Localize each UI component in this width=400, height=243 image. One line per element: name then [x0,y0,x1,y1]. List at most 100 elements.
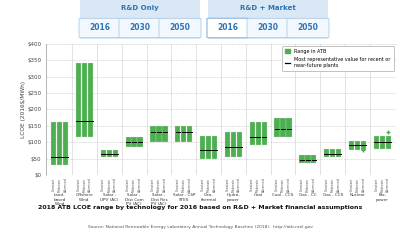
Bar [361,140,366,150]
Bar [63,122,68,165]
Text: 2016: 2016 [90,24,110,33]
Bar [274,118,280,137]
Text: Advanced: Advanced [212,178,216,192]
Text: Coal: Coal [254,193,263,197]
Bar [212,136,217,158]
FancyBboxPatch shape [247,18,289,38]
Text: Moderate: Moderate [380,178,384,192]
Text: Bio-
power: Bio- power [376,193,389,202]
Text: Moderate: Moderate [356,178,360,192]
FancyBboxPatch shape [119,18,161,38]
Bar [88,63,93,137]
Text: Advanced: Advanced [362,178,366,192]
Legend: Range in ATB, Most representative value for recent or
near-future plants: Range in ATB, Most representative value … [282,46,394,71]
Text: Solar -
UPV (AC): Solar - UPV (AC) [100,193,118,202]
Text: Constant: Constant [126,178,130,191]
Text: Solar - CSP
STES: Solar - CSP STES [172,193,195,202]
Bar [162,126,168,142]
Text: Constant: Constant [201,178,205,191]
Bar [200,136,205,158]
Text: Gas - CCS: Gas - CCS [322,193,343,197]
Bar [280,118,286,137]
Bar [374,136,379,149]
Bar [311,155,316,164]
Text: Solar -
Dist Com
PV (AC): Solar - Dist Com PV (AC) [125,193,144,206]
Bar [231,132,236,157]
Bar [82,63,87,137]
Text: Moderate: Moderate [58,178,62,192]
Bar [380,136,385,149]
Text: Advanced: Advanced [113,178,117,192]
Text: Gas - CC: Gas - CC [299,193,317,197]
Text: Constant: Constant [101,178,105,191]
Text: Moderate: Moderate [281,178,285,192]
Bar [187,126,192,142]
Bar [355,140,360,150]
Text: Constant: Constant [374,178,378,191]
Text: Land-
based
Wind: Land- based Wind [54,193,66,206]
Bar [330,149,335,157]
Text: Constant: Constant [300,178,304,191]
Bar [107,150,112,157]
Text: Nuclear: Nuclear [350,193,365,197]
Bar [156,126,162,142]
Bar [237,132,242,157]
Bar [250,122,255,145]
FancyBboxPatch shape [207,18,249,38]
Text: Moderate: Moderate [107,178,111,192]
Text: Advanced: Advanced [163,178,167,192]
Text: Constant: Constant [226,178,230,191]
Text: Moderate: Moderate [157,178,161,192]
Bar [51,122,56,165]
Y-axis label: LCOE (2016$/MWh): LCOE (2016$/MWh) [21,81,26,138]
Bar [113,150,118,157]
Text: 2030: 2030 [258,24,278,33]
Bar [150,126,156,142]
Text: Advanced: Advanced [237,178,241,192]
Text: Constant: Constant [151,178,155,191]
Bar [57,122,62,165]
FancyBboxPatch shape [79,18,121,38]
FancyBboxPatch shape [159,18,201,38]
Bar [336,149,341,157]
Bar [349,140,354,150]
Bar [80,0,200,39]
Text: Moderate: Moderate [331,178,335,192]
Bar [305,155,310,164]
Bar [101,150,106,157]
Text: Advanced: Advanced [312,178,316,192]
Text: Advanced: Advanced [188,178,192,192]
Bar [256,122,261,145]
Text: Advanced: Advanced [337,178,341,192]
Bar [386,136,391,149]
Bar [206,136,211,158]
Text: Geo-
thermal: Geo- thermal [200,193,217,202]
Text: Constant: Constant [250,178,254,191]
Bar [132,137,137,147]
Text: Moderate: Moderate [182,178,186,192]
Text: Advanced: Advanced [287,178,291,192]
Text: Moderate: Moderate [82,178,86,192]
Text: Moderate: Moderate [206,178,210,192]
Bar [286,118,292,137]
Bar [208,0,328,39]
Bar [76,63,81,137]
Text: Constant: Constant [76,178,80,191]
Bar [299,155,304,164]
Text: Moderate: Moderate [232,178,236,192]
Text: R&D + Market: R&D + Market [240,5,296,11]
Text: Moderate: Moderate [132,178,136,192]
Text: 2050: 2050 [170,24,190,33]
Bar [262,122,267,145]
Text: Constant: Constant [52,178,56,191]
Text: Constant: Constant [325,178,329,191]
Text: Advanced: Advanced [64,178,68,192]
Text: Advanced: Advanced [138,178,142,192]
Text: Advanced: Advanced [386,178,390,192]
Text: Coal - CCS: Coal - CCS [272,193,294,197]
Text: 2016: 2016 [218,24,238,33]
Bar [324,149,329,157]
Bar [181,126,186,142]
Text: Hydro-
power: Hydro- power [226,193,240,202]
Text: Constant: Constant [350,178,354,191]
